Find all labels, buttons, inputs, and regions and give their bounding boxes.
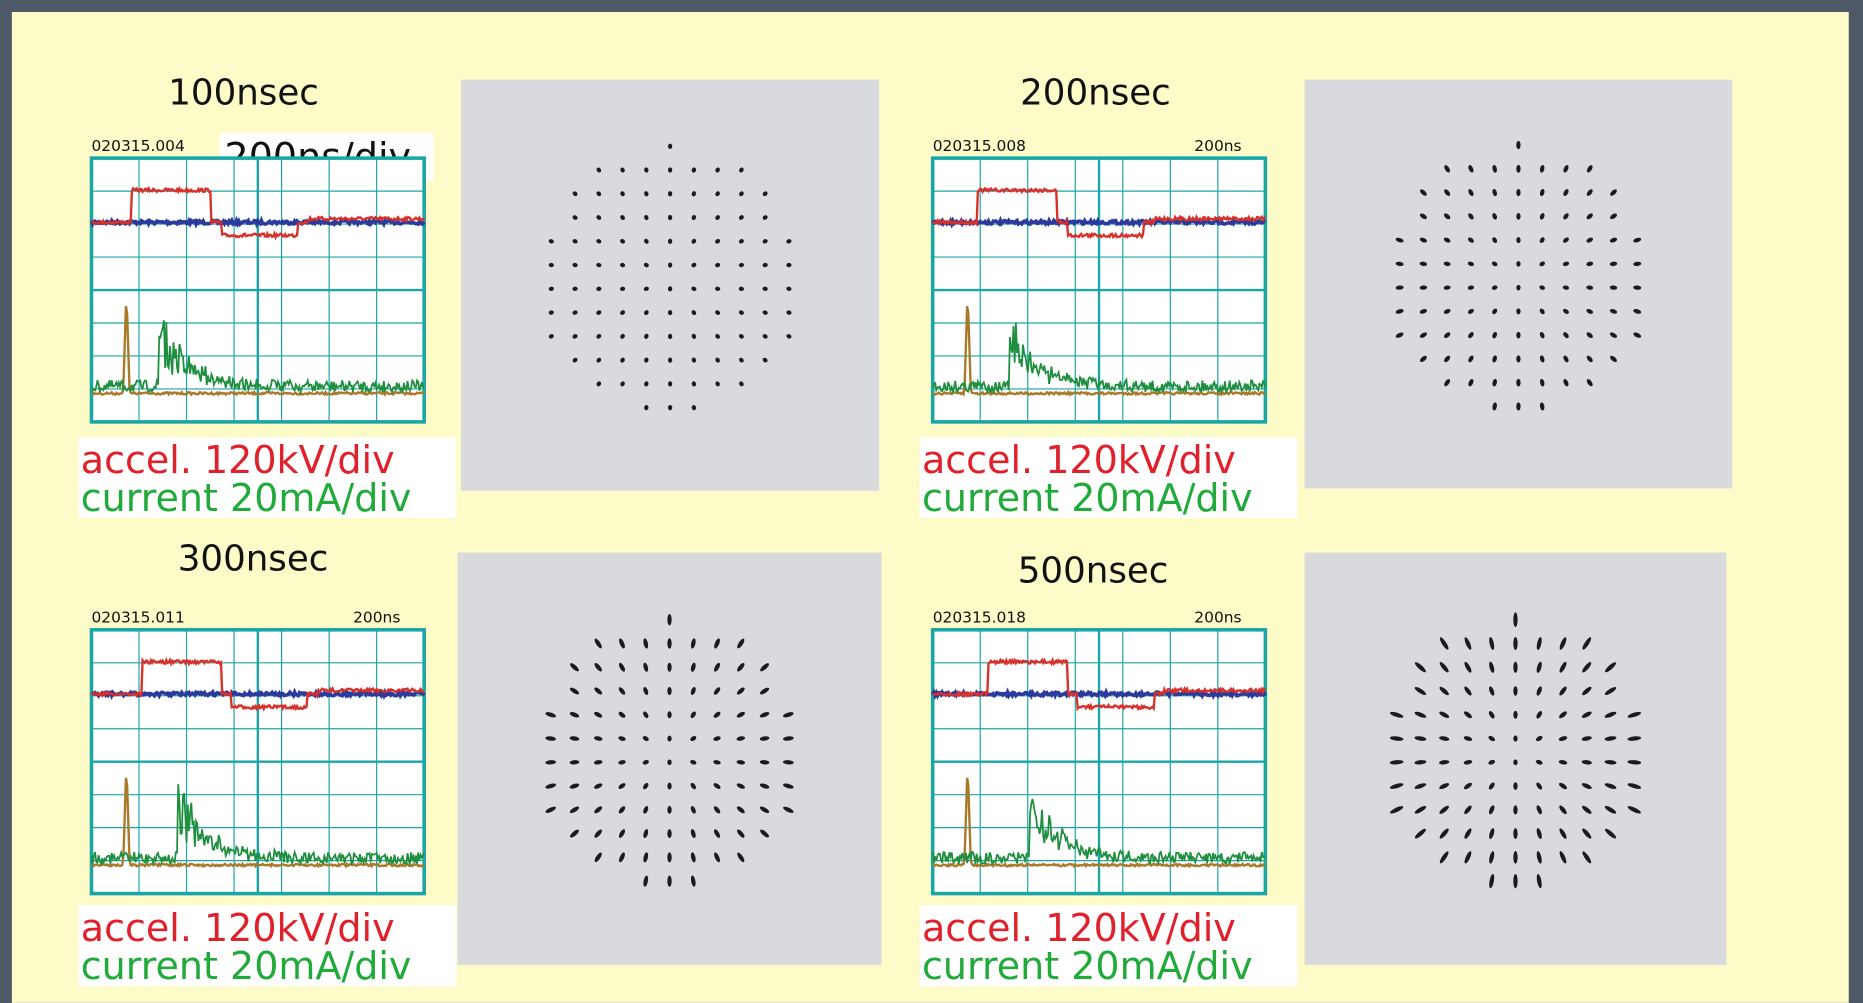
beamlet — [1513, 612, 1517, 627]
beamlet — [1516, 402, 1520, 410]
panel-title: 500nsec — [1018, 550, 1169, 591]
scope-id: 020315.004 — [91, 137, 184, 155]
beamlet — [667, 806, 671, 814]
beamlet — [667, 829, 671, 838]
beamlet — [667, 638, 671, 648]
panel-title: 200nsec — [1020, 73, 1171, 114]
beamlet — [1513, 735, 1517, 741]
beamlet — [1513, 874, 1517, 888]
current-label: current 20mA/div — [922, 476, 1253, 520]
beamlet — [1513, 686, 1517, 696]
timebase: 200ns — [1194, 609, 1241, 627]
beamlet — [668, 191, 672, 196]
beamlet — [668, 144, 672, 149]
beamlet — [1516, 237, 1520, 243]
scope-id: 020315.008 — [933, 137, 1026, 155]
beamlet — [667, 663, 671, 672]
beamlet — [1516, 141, 1520, 149]
beamlet — [667, 783, 671, 790]
beamlet — [1513, 637, 1517, 650]
beam-photo — [461, 80, 879, 491]
slide: 100nsec020315.004200ns/divaccel. 120kV/d… — [0, 0, 1863, 1003]
timebase: 200ns — [1194, 137, 1241, 155]
beamlet — [668, 239, 672, 244]
beamlet — [667, 687, 671, 695]
beamlet — [667, 875, 671, 886]
beamlet — [668, 215, 672, 220]
panel-title: 100nsec — [168, 73, 319, 114]
beamlet — [668, 381, 672, 386]
beamlet — [1516, 213, 1520, 220]
beamlet — [1516, 379, 1520, 387]
scope-id: 020315.011 — [91, 609, 184, 627]
beamlet — [1513, 711, 1517, 719]
panel-title: 300nsec — [178, 538, 329, 579]
beamlet — [1513, 851, 1517, 864]
beamlet — [667, 736, 671, 742]
beamlet — [668, 167, 672, 172]
beamlet — [668, 262, 672, 267]
beamlet — [1513, 828, 1517, 839]
beamlet — [668, 405, 672, 410]
beamlet — [1516, 285, 1520, 290]
beamlet — [1516, 355, 1520, 362]
beamlet — [667, 852, 671, 862]
current-label: current 20mA/div — [922, 944, 1253, 988]
beamlet — [1516, 332, 1520, 339]
beamlet — [1516, 261, 1520, 267]
beamlet — [668, 334, 672, 339]
beamlet — [668, 357, 672, 362]
beamlet — [1513, 662, 1517, 673]
beamlet — [1513, 782, 1517, 790]
scope-trace — [91, 221, 424, 225]
beamlet — [1516, 189, 1520, 196]
beamlet — [1513, 805, 1517, 814]
beamlet — [1513, 759, 1517, 765]
beamlet — [667, 614, 671, 626]
beamlet — [667, 759, 671, 765]
beamlet — [668, 286, 672, 291]
timebase: 200ns — [353, 609, 400, 627]
beamlet — [668, 310, 672, 315]
beamlet — [1516, 308, 1520, 314]
current-label: current 20mA/div — [81, 944, 412, 988]
scope-id: 020315.018 — [933, 609, 1026, 627]
current-label: current 20mA/div — [81, 476, 412, 520]
beamlet — [1516, 165, 1520, 173]
beamlet — [667, 711, 671, 718]
